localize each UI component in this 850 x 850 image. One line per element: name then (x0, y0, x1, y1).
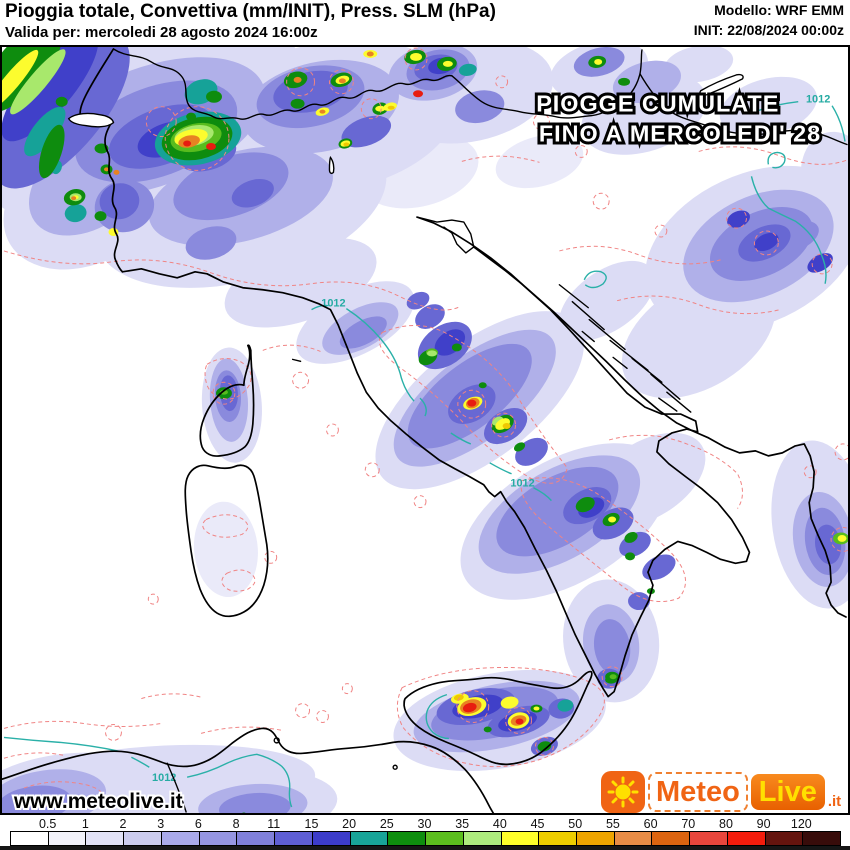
logo-meteo-text: Meteo (648, 772, 748, 812)
pressure-contours (3, 101, 846, 808)
header: Pioggia totale, Convettiva (mm/INIT), Pr… (0, 0, 850, 45)
legend-cell (350, 832, 389, 845)
legend-cell (11, 832, 49, 845)
legend-cell (199, 832, 238, 845)
legend-tick-label: 8 (232, 817, 240, 831)
pressure-label: 1012 (510, 478, 534, 490)
legend-tick-label: 20 (342, 817, 357, 831)
legend-tick-label: 0.5 (38, 817, 57, 831)
legend-cell (765, 832, 804, 845)
legend-cell (426, 832, 464, 845)
precipitation-legend: 0.5 1 2 3 6 8 11 15 20 25 30 35 40 45 50 55 60 70 80 90 120 (0, 815, 850, 850)
legend-cell (275, 832, 313, 845)
annotation-line1: PIOGGE CUMULATE (536, 91, 779, 117)
bottom-strip (0, 846, 850, 850)
legend-cell (577, 832, 615, 845)
page-title: Pioggia totale, Convettiva (mm/INIT), Pr… (5, 1, 496, 22)
meteolive-logo: Meteo Live .it (601, 769, 841, 815)
legend-bar (10, 831, 841, 846)
pressure-label: 1012 (152, 772, 176, 784)
coastlines (2, 48, 848, 813)
logo-tld-text: .it (827, 793, 842, 810)
legend-cell (539, 832, 578, 845)
init-label: INIT: 22/08/2024 00:00z (693, 22, 844, 38)
legend-tick-label: 6 (194, 817, 202, 831)
legend-tick-label: 120 (790, 817, 812, 831)
legend-tick-label: 15 (304, 817, 319, 831)
legend-tick-label: 45 (530, 817, 545, 831)
valid-time-label: Valida per: mercoledi 28 agosto 2024 16:… (5, 24, 318, 41)
legend-tick-label: 11 (267, 817, 281, 831)
annotation-text: PIOGGE CUMULATE FINO A MERCOLEDI' 28 (533, 88, 823, 150)
legend-tick-label: 35 (455, 817, 470, 831)
convective-contours (3, 47, 848, 808)
legend-cell (86, 832, 125, 845)
legend-cell (237, 832, 276, 845)
legend-tick-label: 40 (492, 817, 507, 831)
pressure-label: 1012 (321, 298, 345, 310)
legend-cell (727, 832, 766, 845)
legend-tick-label: 60 (643, 817, 658, 831)
legend-tick-label: 70 (681, 817, 696, 831)
legend-labels: 0.5 1 2 3 6 8 11 15 20 25 30 35 40 45 50 55 60 70 80 90 120 (0, 815, 850, 831)
legend-cell (463, 832, 502, 845)
legend-tick-label: 1 (81, 817, 89, 831)
annotation-line2: FINO A MERCOLEDI' 28 (539, 121, 821, 147)
legend-cell (614, 832, 653, 845)
precipitation-shading (2, 47, 848, 813)
legend-cell (690, 832, 728, 845)
legend-tick-label: 50 (568, 817, 583, 831)
legend-cell (48, 832, 87, 845)
forecast-map: 1012 1012 1012 1012 PIOGGE CUM (0, 45, 850, 815)
legend-cell (652, 832, 691, 845)
sun-icon (601, 771, 645, 813)
legend-tick-label: 55 (605, 817, 620, 831)
pressure-label: 1012 (806, 94, 830, 106)
legend-cell (388, 832, 427, 845)
legend-cell (161, 832, 200, 845)
legend-cell (803, 832, 841, 845)
legend-cell (312, 832, 351, 845)
model-label: Modello: WRF EMM (714, 2, 844, 18)
legend-tick-label: 25 (379, 817, 394, 831)
watermark-text: www.meteolive.it (13, 790, 183, 813)
legend-tick-label: 30 (417, 817, 432, 831)
legend-tick-label: 90 (756, 817, 771, 831)
legend-cell (501, 832, 540, 845)
logo-live-text: Live (750, 774, 825, 810)
legend-tick-label: 2 (119, 817, 127, 831)
legend-tick-label: 80 (719, 817, 733, 831)
legend-tick-label: 3 (157, 817, 165, 831)
legend-cell (124, 832, 162, 845)
model-info: Modello: WRF EMM INIT: 22/08/2024 00:00z (694, 2, 844, 38)
pressure-labels: 1012 1012 1012 1012 (152, 94, 830, 784)
